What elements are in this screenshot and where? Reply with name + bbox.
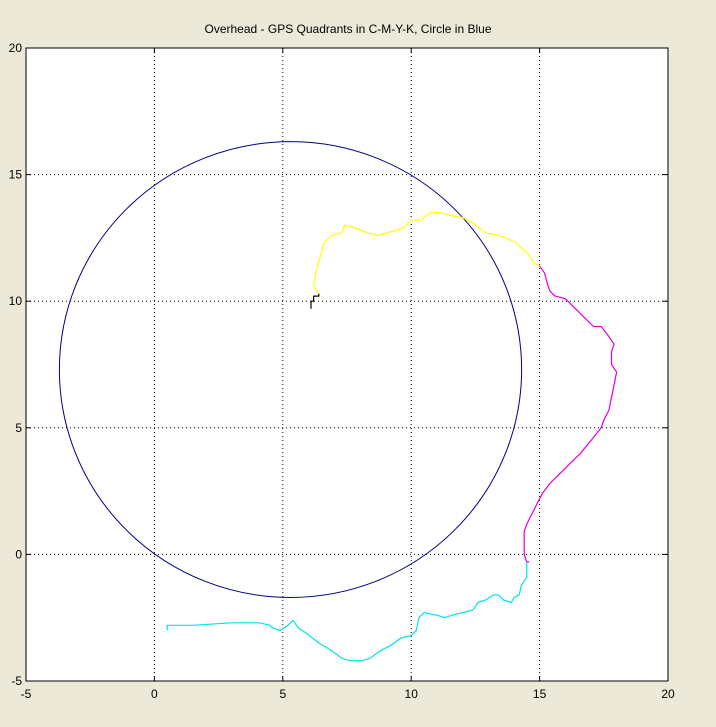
reference-circle (58, 141, 523, 598)
gps-track-black (310, 293, 320, 309)
x-tick-label: 20 (661, 687, 675, 701)
y-tick-label: -5 (11, 674, 22, 688)
axes-area (26, 48, 668, 681)
gps-track-magenta (523, 265, 618, 563)
y-tick-label: 20 (9, 41, 23, 55)
axes-frame (25, 47, 669, 682)
gps-track-yellow (313, 212, 540, 294)
y-tick-label: 0 (15, 547, 22, 561)
y-tick-label: 15 (9, 168, 23, 182)
x-tick-label: 15 (533, 687, 547, 701)
y-tick-label: 10 (9, 294, 23, 308)
y-tick-label: 5 (15, 421, 22, 435)
x-tick-label: 5 (279, 687, 286, 701)
x-tick-label: 0 (151, 687, 158, 701)
chart-title: Overhead - GPS Quadrants in C-M-Y-K, Cir… (205, 22, 492, 36)
x-tick-label: 10 (405, 687, 419, 701)
plot-data (58, 141, 618, 662)
ticks: -5 0 5 10 15 20 -5 0 5 10 15 20 (9, 41, 675, 701)
x-tick-label: -5 (21, 687, 32, 701)
gps-track-cyan (166, 562, 528, 662)
grid (26, 48, 668, 681)
